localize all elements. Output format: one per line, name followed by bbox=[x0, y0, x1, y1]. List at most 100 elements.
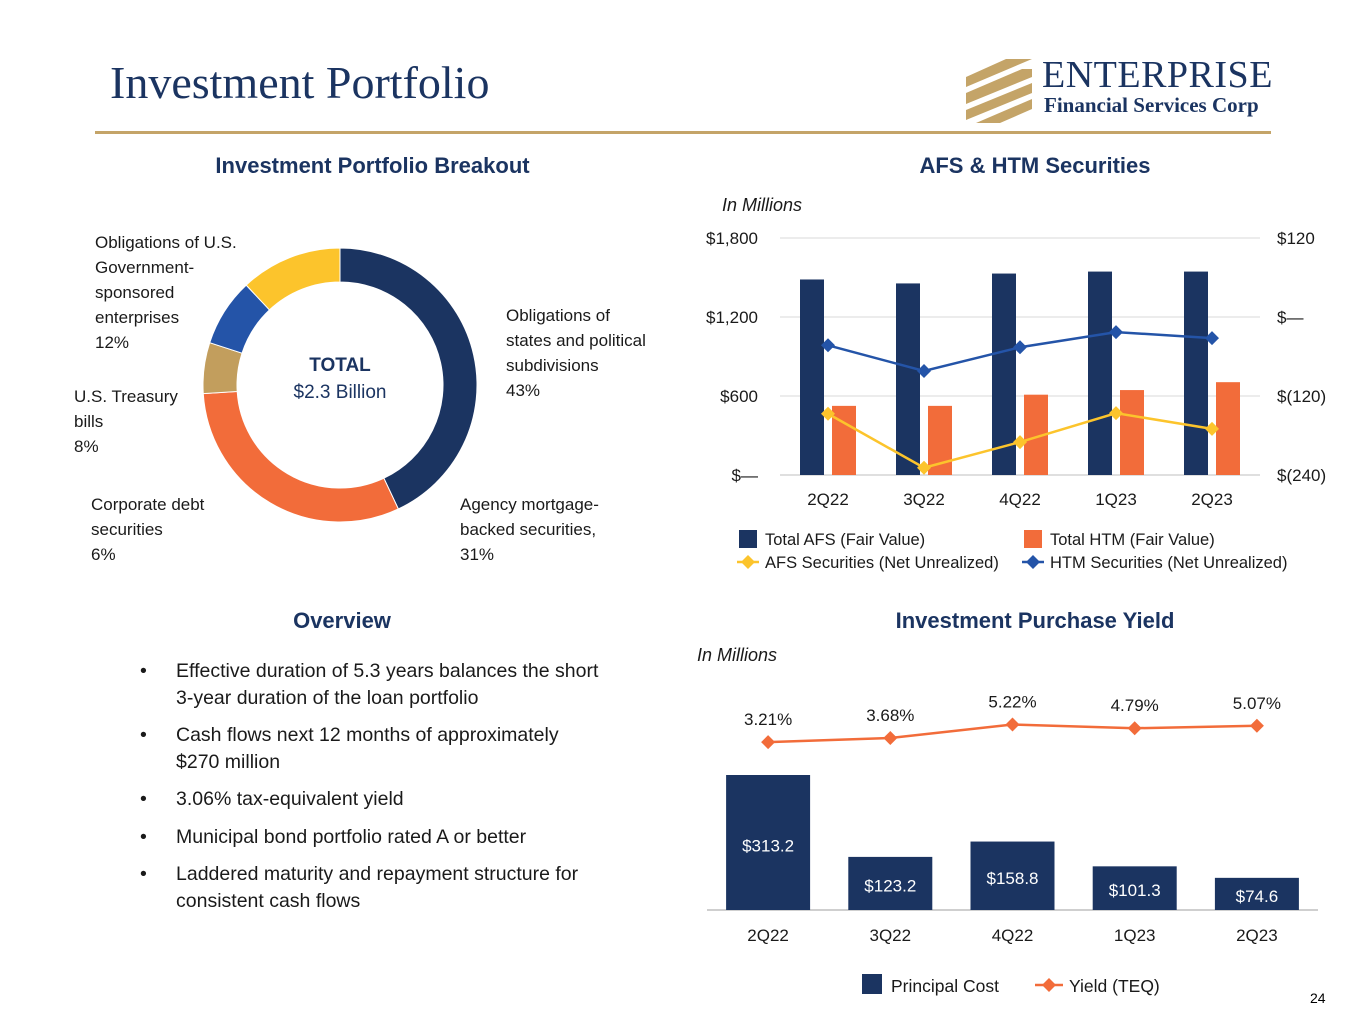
point-htm-securities-net-unrealized bbox=[821, 338, 835, 353]
bar-data-label: $101.3 bbox=[1109, 881, 1161, 900]
units-label: In Millions bbox=[697, 645, 777, 665]
legend-swatch-marker bbox=[1026, 555, 1040, 569]
bar-data-label: $123.2 bbox=[864, 876, 916, 895]
label-line: bills bbox=[74, 412, 104, 431]
label-line: backed securities, bbox=[460, 520, 597, 539]
x-axis-tick-label: 2Q23 bbox=[1191, 490, 1233, 509]
label-line: subdivisions bbox=[506, 356, 599, 375]
breakout-title: Investment Portfolio Breakout bbox=[215, 153, 530, 178]
list-item-text: 3.06% tax-equivalent yield bbox=[176, 788, 404, 810]
label-line: 6% bbox=[91, 545, 116, 564]
point-afs-securities-net-unrealized bbox=[821, 406, 835, 421]
label-line: 31% bbox=[460, 545, 495, 564]
point-afs-securities-net-unrealized bbox=[917, 460, 931, 475]
label-treasury-bills: U.S. Treasury bills 8% bbox=[74, 384, 178, 459]
right-axis-tick-label: $— bbox=[1277, 308, 1303, 327]
label-line: securities bbox=[91, 520, 163, 539]
legend-label: AFS Securities (Net Unrealized) bbox=[765, 554, 999, 572]
x-axis-tick-label: 1Q23 bbox=[1095, 490, 1137, 509]
point-afs-securities-net-unrealized bbox=[1109, 406, 1123, 421]
list-item: • Municipal bond portfolio rated A or bet… bbox=[140, 824, 600, 851]
bullet-icon: • bbox=[140, 788, 147, 810]
legend-label: Total HTM (Fair Value) bbox=[1050, 531, 1215, 549]
label-line: 43% bbox=[506, 381, 541, 400]
point-yield-teq bbox=[1127, 721, 1142, 736]
bar-total-afs-fair-value bbox=[992, 273, 1016, 475]
x-axis-tick-label: 3Q22 bbox=[903, 490, 945, 509]
label-line: U.S. Treasury bbox=[74, 387, 178, 406]
bullet-icon: • bbox=[140, 660, 147, 682]
x-axis-tick-label: 1Q23 bbox=[1114, 926, 1156, 945]
x-axis-tick-label: 2Q22 bbox=[747, 926, 789, 945]
label-agency-mbs: Agency mortgage- backed securities, 31% bbox=[460, 492, 599, 567]
donut-slice-obligations-of-u-s-government-sponsored-enterprises bbox=[245, 247, 341, 311]
point-htm-securities-net-unrealized bbox=[1109, 325, 1123, 340]
bar-principal-cost bbox=[1092, 866, 1177, 910]
line-data-label: 3.68% bbox=[866, 706, 914, 725]
bar-total-htm-fair-value bbox=[1216, 382, 1240, 475]
x-axis-tick-label: 4Q22 bbox=[999, 490, 1041, 509]
list-item: • Effective duration of 5.3 years balance… bbox=[140, 658, 600, 711]
portfolio-donut-chart bbox=[202, 247, 478, 523]
right-axis-tick-label: $(120) bbox=[1277, 387, 1326, 406]
left-axis-tick-label: $1,800 bbox=[706, 229, 758, 248]
label-line: Obligations of bbox=[506, 306, 610, 325]
logo-wordmark: ENTERPRISE bbox=[1042, 54, 1273, 96]
list-item: • 3.06% tax-equivalent yield bbox=[140, 786, 600, 813]
point-yield-teq bbox=[1249, 718, 1264, 733]
x-axis-tick-label: 4Q22 bbox=[992, 926, 1034, 945]
list-item-text: Laddered maturity and repayment structur… bbox=[176, 863, 579, 912]
bar-principal-cost bbox=[726, 775, 811, 910]
point-htm-securities-net-unrealized bbox=[1205, 331, 1219, 346]
point-afs-securities-net-unrealized bbox=[1013, 435, 1027, 450]
bullet-icon: • bbox=[140, 724, 147, 746]
company-logo: ENTERPRISE Financial Services Corp bbox=[960, 55, 1275, 125]
line-data-label: 5.07% bbox=[1233, 694, 1281, 713]
label-line: Government- bbox=[95, 258, 195, 277]
x-axis-tick-label: 3Q22 bbox=[870, 926, 912, 945]
left-axis-tick-label: $— bbox=[732, 466, 758, 485]
legend-label: Yield (TEQ) bbox=[1069, 976, 1160, 996]
legend-label: HTM Securities (Net Unrealized) bbox=[1050, 554, 1287, 572]
label-line: Agency mortgage- bbox=[460, 495, 599, 514]
left-axis-tick-label: $1,200 bbox=[706, 308, 758, 327]
legend-label: Total AFS (Fair Value) bbox=[765, 531, 925, 549]
bar-total-afs-fair-value bbox=[896, 283, 920, 475]
legend-swatch-marker bbox=[1042, 978, 1056, 992]
bar-total-afs-fair-value bbox=[1184, 271, 1208, 475]
label-line: Corporate debt bbox=[91, 495, 205, 514]
list-item-text: Cash flows next 12 months of approximate… bbox=[176, 724, 559, 773]
yield-title: Investment Purchase Yield bbox=[895, 608, 1175, 633]
point-yield-teq bbox=[883, 731, 898, 746]
total-label: TOTAL bbox=[309, 355, 371, 376]
bar-data-label: $158.8 bbox=[987, 869, 1039, 888]
bar-data-label: $313.2 bbox=[742, 837, 794, 856]
line-data-label: 5.22% bbox=[988, 692, 1036, 711]
label-corporate-debt: Corporate debt securities 6% bbox=[91, 492, 204, 567]
bar-principal-cost bbox=[848, 856, 933, 910]
overview-title: Overview bbox=[293, 608, 391, 633]
label-gse-obligations: Obligations of U.S. Government- sponsore… bbox=[95, 230, 237, 355]
list-item: • Cash flows next 12 months of approximat… bbox=[140, 722, 600, 775]
right-axis-tick-label: $(240) bbox=[1277, 466, 1326, 485]
label-line: 8% bbox=[74, 437, 99, 456]
x-axis-tick-label: 2Q23 bbox=[1236, 926, 1278, 945]
purchase-yield-chart: In Millions $313.2 $123.2 $158.8 $101.3 $74.6… bbox=[697, 645, 1318, 996]
x-axis-tick-label: 2Q22 bbox=[807, 490, 849, 509]
bar-principal-cost bbox=[1214, 877, 1299, 910]
bar-data-label: $74.6 bbox=[1236, 887, 1279, 906]
list-item: • Laddered maturity and repayment structu… bbox=[140, 861, 600, 914]
point-htm-securities-net-unrealized bbox=[917, 363, 931, 378]
list-item-text: Effective duration of 5.3 years balances… bbox=[176, 660, 599, 709]
header-divider bbox=[95, 131, 1271, 134]
donut-center-total: TOTAL $2.3 Billion bbox=[270, 352, 410, 406]
bullet-icon: • bbox=[140, 863, 147, 885]
logo-mark-icon bbox=[966, 59, 1032, 123]
page-title: Investment Portfolio bbox=[110, 57, 490, 108]
overview-list: • Effective duration of 5.3 years balance… bbox=[140, 658, 600, 925]
label-line: Obligations of U.S. bbox=[95, 233, 237, 252]
label-line: 12% bbox=[95, 333, 130, 352]
logo-subtitle: Financial Services Corp bbox=[1044, 93, 1259, 117]
bar-total-htm-fair-value bbox=[1120, 390, 1144, 475]
line-data-label: 4.79% bbox=[1111, 696, 1159, 715]
